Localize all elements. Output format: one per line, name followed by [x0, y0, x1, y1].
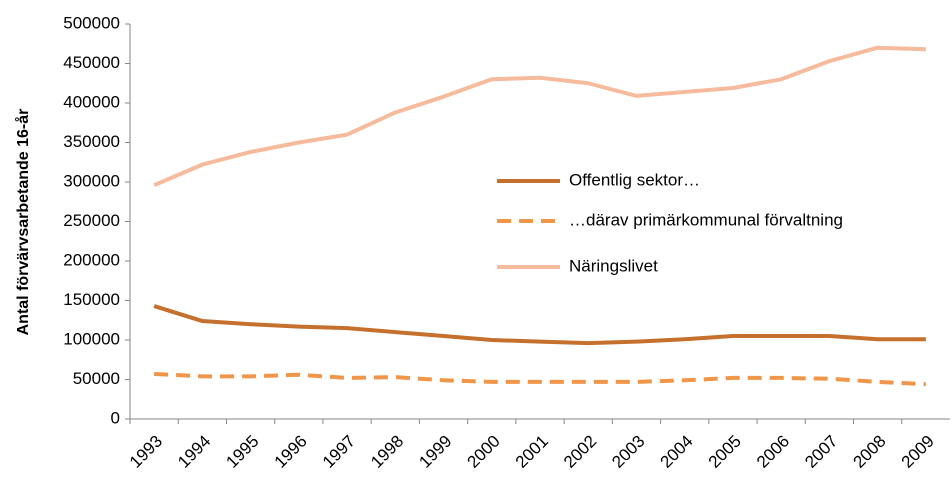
x-tick-label: 2003: [608, 432, 648, 472]
x-tick-label: 2008: [849, 432, 889, 472]
x-tick-label: 2009: [898, 432, 938, 472]
x-tick-label: 1998: [367, 432, 407, 472]
x-tick-label: 2001: [512, 432, 552, 472]
y-tick-label: 100000: [63, 329, 120, 348]
series-line: [153, 304, 926, 346]
y-tick-label: 300000: [63, 171, 120, 190]
x-tick-label: 1996: [271, 432, 311, 472]
x-tick-label: 1997: [319, 432, 359, 472]
y-tick-label: 150000: [63, 290, 120, 309]
y-tick-label: 200000: [63, 250, 120, 269]
x-tick-label: 2007: [801, 432, 841, 472]
y-tick-label: 250000: [63, 211, 120, 230]
y-axis-label: Antal förvärvsarbetande 16-år: [14, 109, 32, 336]
series-line: [154, 371, 926, 387]
legend-label: Näringslivet: [569, 256, 658, 275]
x-tick-label: 1995: [222, 432, 262, 472]
y-tick-label: 450000: [63, 53, 120, 72]
x-tick-label: 1999: [415, 432, 455, 472]
x-tick-label: 2000: [464, 432, 504, 472]
x-tick-label: 2004: [657, 432, 697, 472]
y-tick-label: 0: [111, 408, 120, 427]
y-tick-label: 500000: [63, 13, 120, 32]
legend-label: Offentlig sektor…: [569, 170, 700, 189]
y-tick-label: 350000: [63, 132, 120, 151]
x-tick-label: 1993: [126, 432, 166, 472]
x-tick-label: 1994: [174, 432, 214, 472]
x-tick-label: 2005: [705, 432, 745, 472]
y-tick-label: 50000: [73, 369, 120, 388]
legend-label: …därav primärkommunal förvaltning: [569, 210, 843, 229]
x-tick-label: 2002: [560, 432, 600, 472]
series-line: [153, 45, 926, 188]
y-tick-label: 400000: [63, 92, 120, 111]
x-tick-label: 2006: [753, 432, 793, 472]
